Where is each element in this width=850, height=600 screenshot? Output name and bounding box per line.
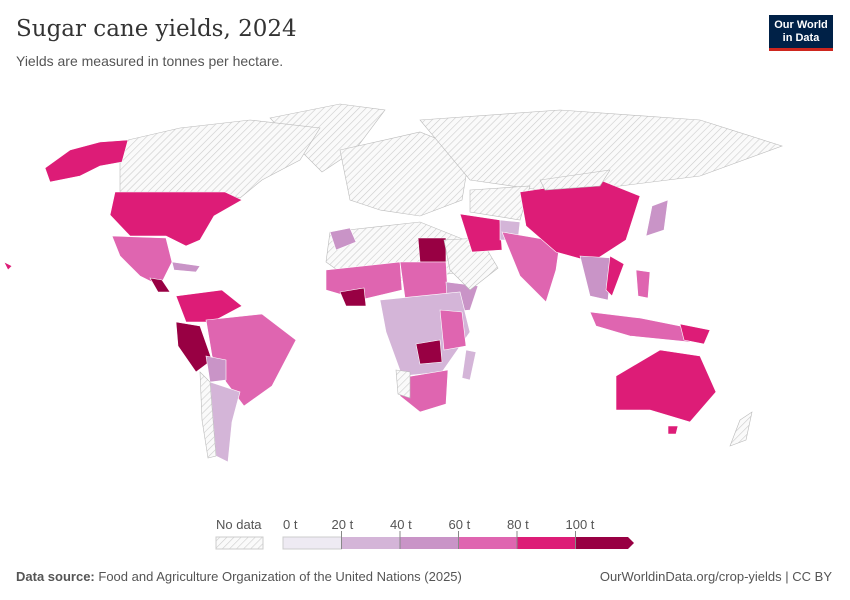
logo-line-2: in Data [782, 32, 820, 44]
data-source: Data source: Food and Agriculture Organi… [16, 569, 462, 584]
legend-bin-3 [458, 537, 517, 549]
country-bolivia[interactable] [205, 355, 227, 383]
legend-tick-label: 0 t [283, 517, 298, 532]
country-philippines[interactable] [635, 269, 651, 299]
legend-bin-1 [341, 537, 400, 549]
legend-bin-2 [400, 537, 459, 549]
legend-bin-5 [575, 537, 634, 549]
country-egypt[interactable] [417, 237, 447, 263]
legend-no-data-label: No data [216, 517, 262, 532]
legend-tick-label: 60 t [448, 517, 471, 532]
data-source-label: Data source: [16, 569, 95, 584]
country-tasmania[interactable] [667, 425, 679, 435]
legend-bin-4 [517, 537, 576, 549]
legend-tick-label: 40 t [390, 517, 412, 532]
country-usa[interactable] [109, 191, 243, 247]
legend-no-data-swatch [215, 536, 264, 550]
country-russia[interactable] [419, 109, 783, 191]
country-colombia-venezuela[interactable] [175, 289, 243, 323]
country-new-zealand[interactable] [729, 411, 753, 447]
legend-tick-label: 100 t [565, 517, 595, 532]
country-central-asia[interactable] [469, 185, 531, 221]
country-canada[interactable] [119, 119, 321, 199]
country-west-africa[interactable] [325, 261, 403, 301]
legend-tick-label: 20 t [331, 517, 354, 532]
footer-link[interactable]: OurWorldinData.org/crop-yields | CC BY [599, 569, 832, 584]
country-japan[interactable] [645, 199, 669, 237]
country-east-africa[interactable] [439, 309, 467, 351]
chart-title: Sugar cane yields, 2024 [16, 16, 297, 42]
country-alaska[interactable] [44, 139, 129, 183]
country-australia[interactable] [615, 349, 717, 423]
country-namibia[interactable] [395, 369, 411, 399]
country-morocco[interactable] [329, 227, 357, 251]
country-central-america[interactable] [149, 277, 171, 293]
legend-bin-0 [282, 536, 342, 550]
country-sudan[interactable] [399, 261, 449, 299]
legend-tick-label: 80 t [507, 517, 529, 532]
country-png[interactable] [679, 323, 711, 345]
legend [215, 531, 634, 550]
country-europe[interactable] [339, 131, 471, 217]
country-hawaii[interactable] [3, 261, 13, 271]
country-mongolia[interactable] [539, 169, 611, 191]
country-peru[interactable] [175, 321, 213, 373]
country-iran[interactable] [459, 213, 503, 253]
logo-line-1: Our World [774, 19, 828, 31]
chart-subtitle: Yields are measured in tonnes per hectar… [16, 53, 284, 69]
owid-logo[interactable]: Our World in Data [769, 15, 833, 51]
data-source-text: Food and Agriculture Organization of the… [98, 569, 462, 584]
country-caribbean[interactable] [171, 261, 201, 273]
country-ivory-ghana[interactable] [339, 287, 367, 307]
country-china[interactable] [519, 179, 641, 263]
country-madagascar[interactable] [461, 349, 477, 381]
country-se-asia[interactable] [579, 255, 613, 301]
country-zambia-malawi[interactable] [415, 339, 443, 365]
country-chile[interactable] [199, 371, 217, 459]
country-vietnam[interactable] [605, 255, 625, 297]
country-indonesia[interactable] [589, 311, 701, 343]
country-mexico[interactable] [111, 235, 173, 287]
